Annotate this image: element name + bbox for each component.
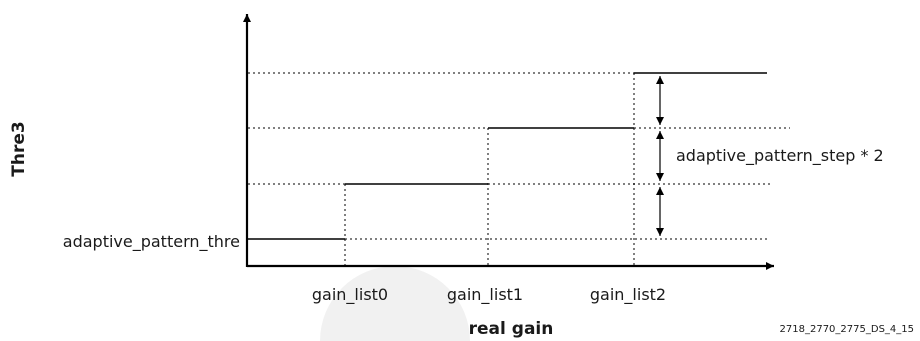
gain-tick-label-2: gain_list2: [590, 285, 666, 305]
watermark-circle: [320, 266, 470, 341]
gain-tick-label-1: gain_list1: [447, 285, 523, 305]
x-axis-label: real gain: [469, 319, 554, 339]
step-size-label: adaptive_pattern_step * 2: [676, 146, 884, 166]
figure-id: 2718_2770_2775_DS_4_15: [780, 324, 914, 335]
base-threshold-label: adaptive_pattern_thre: [63, 232, 240, 252]
gain-tick-label-0: gain_list0: [312, 285, 388, 305]
y-axis-label: Thre3: [9, 121, 29, 176]
